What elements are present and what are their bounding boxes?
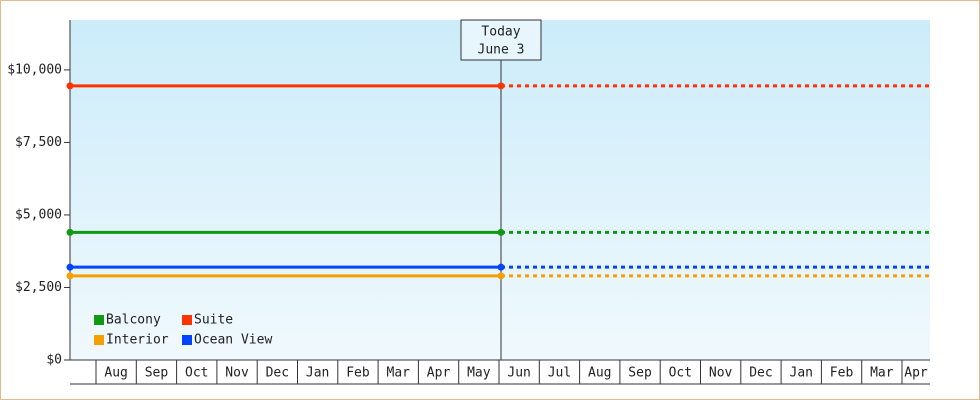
plot-area — [70, 20, 930, 360]
legend-swatch — [182, 315, 192, 325]
price-point — [497, 263, 505, 271]
x-tick-label: Sep — [145, 366, 169, 381]
legend-label: Balcony — [106, 313, 161, 328]
x-tick-label: Oct — [185, 366, 208, 381]
price-point — [497, 82, 505, 90]
price-point — [497, 228, 505, 236]
price-point — [66, 263, 74, 271]
x-tick-label: Nov — [225, 366, 249, 381]
x-tick-label: Apr — [904, 366, 928, 381]
today-box — [460, 19, 542, 61]
x-tick-label: Feb — [830, 366, 854, 381]
x-tick-label: Oct — [669, 366, 692, 381]
x-tick-label: Mar — [870, 366, 894, 381]
y-tick-label: $5,000 — [15, 207, 62, 222]
price-point — [66, 228, 74, 236]
today-date: June 3 — [478, 43, 525, 58]
x-tick-label: Dec — [266, 366, 289, 381]
x-tick-label: Sep — [628, 366, 652, 381]
price-point — [66, 82, 74, 90]
x-tick-label: Jul — [548, 366, 571, 381]
x-tick-label: May — [467, 366, 491, 381]
x-tick-label: Nov — [709, 366, 733, 381]
price-point — [66, 272, 74, 280]
y-tick-label: $2,500 — [15, 280, 62, 295]
x-tick-label: Jun — [507, 366, 530, 381]
price-point — [497, 272, 505, 280]
today-title: Today — [481, 25, 520, 40]
legend-label: Suite — [194, 313, 233, 328]
legend-swatch — [94, 315, 104, 325]
y-tick-label: $10,000 — [7, 62, 62, 77]
x-tick-label: Dec — [749, 366, 772, 381]
x-tick-label: Jan — [790, 366, 813, 381]
x-tick-label: Feb — [346, 366, 370, 381]
y-tick-label: $0 — [46, 353, 62, 368]
x-tick-label: Jan — [306, 366, 329, 381]
x-tick-label: Mar — [387, 366, 411, 381]
legend-label: Interior — [106, 333, 169, 348]
x-tick-label: Aug — [104, 366, 127, 381]
y-tick-label: $7,500 — [15, 135, 62, 150]
legend-swatch — [94, 335, 104, 345]
x-tick-label: Aug — [588, 366, 611, 381]
legend-label: Ocean View — [194, 333, 272, 348]
legend-swatch — [182, 335, 192, 345]
x-tick-label: Apr — [427, 366, 451, 381]
